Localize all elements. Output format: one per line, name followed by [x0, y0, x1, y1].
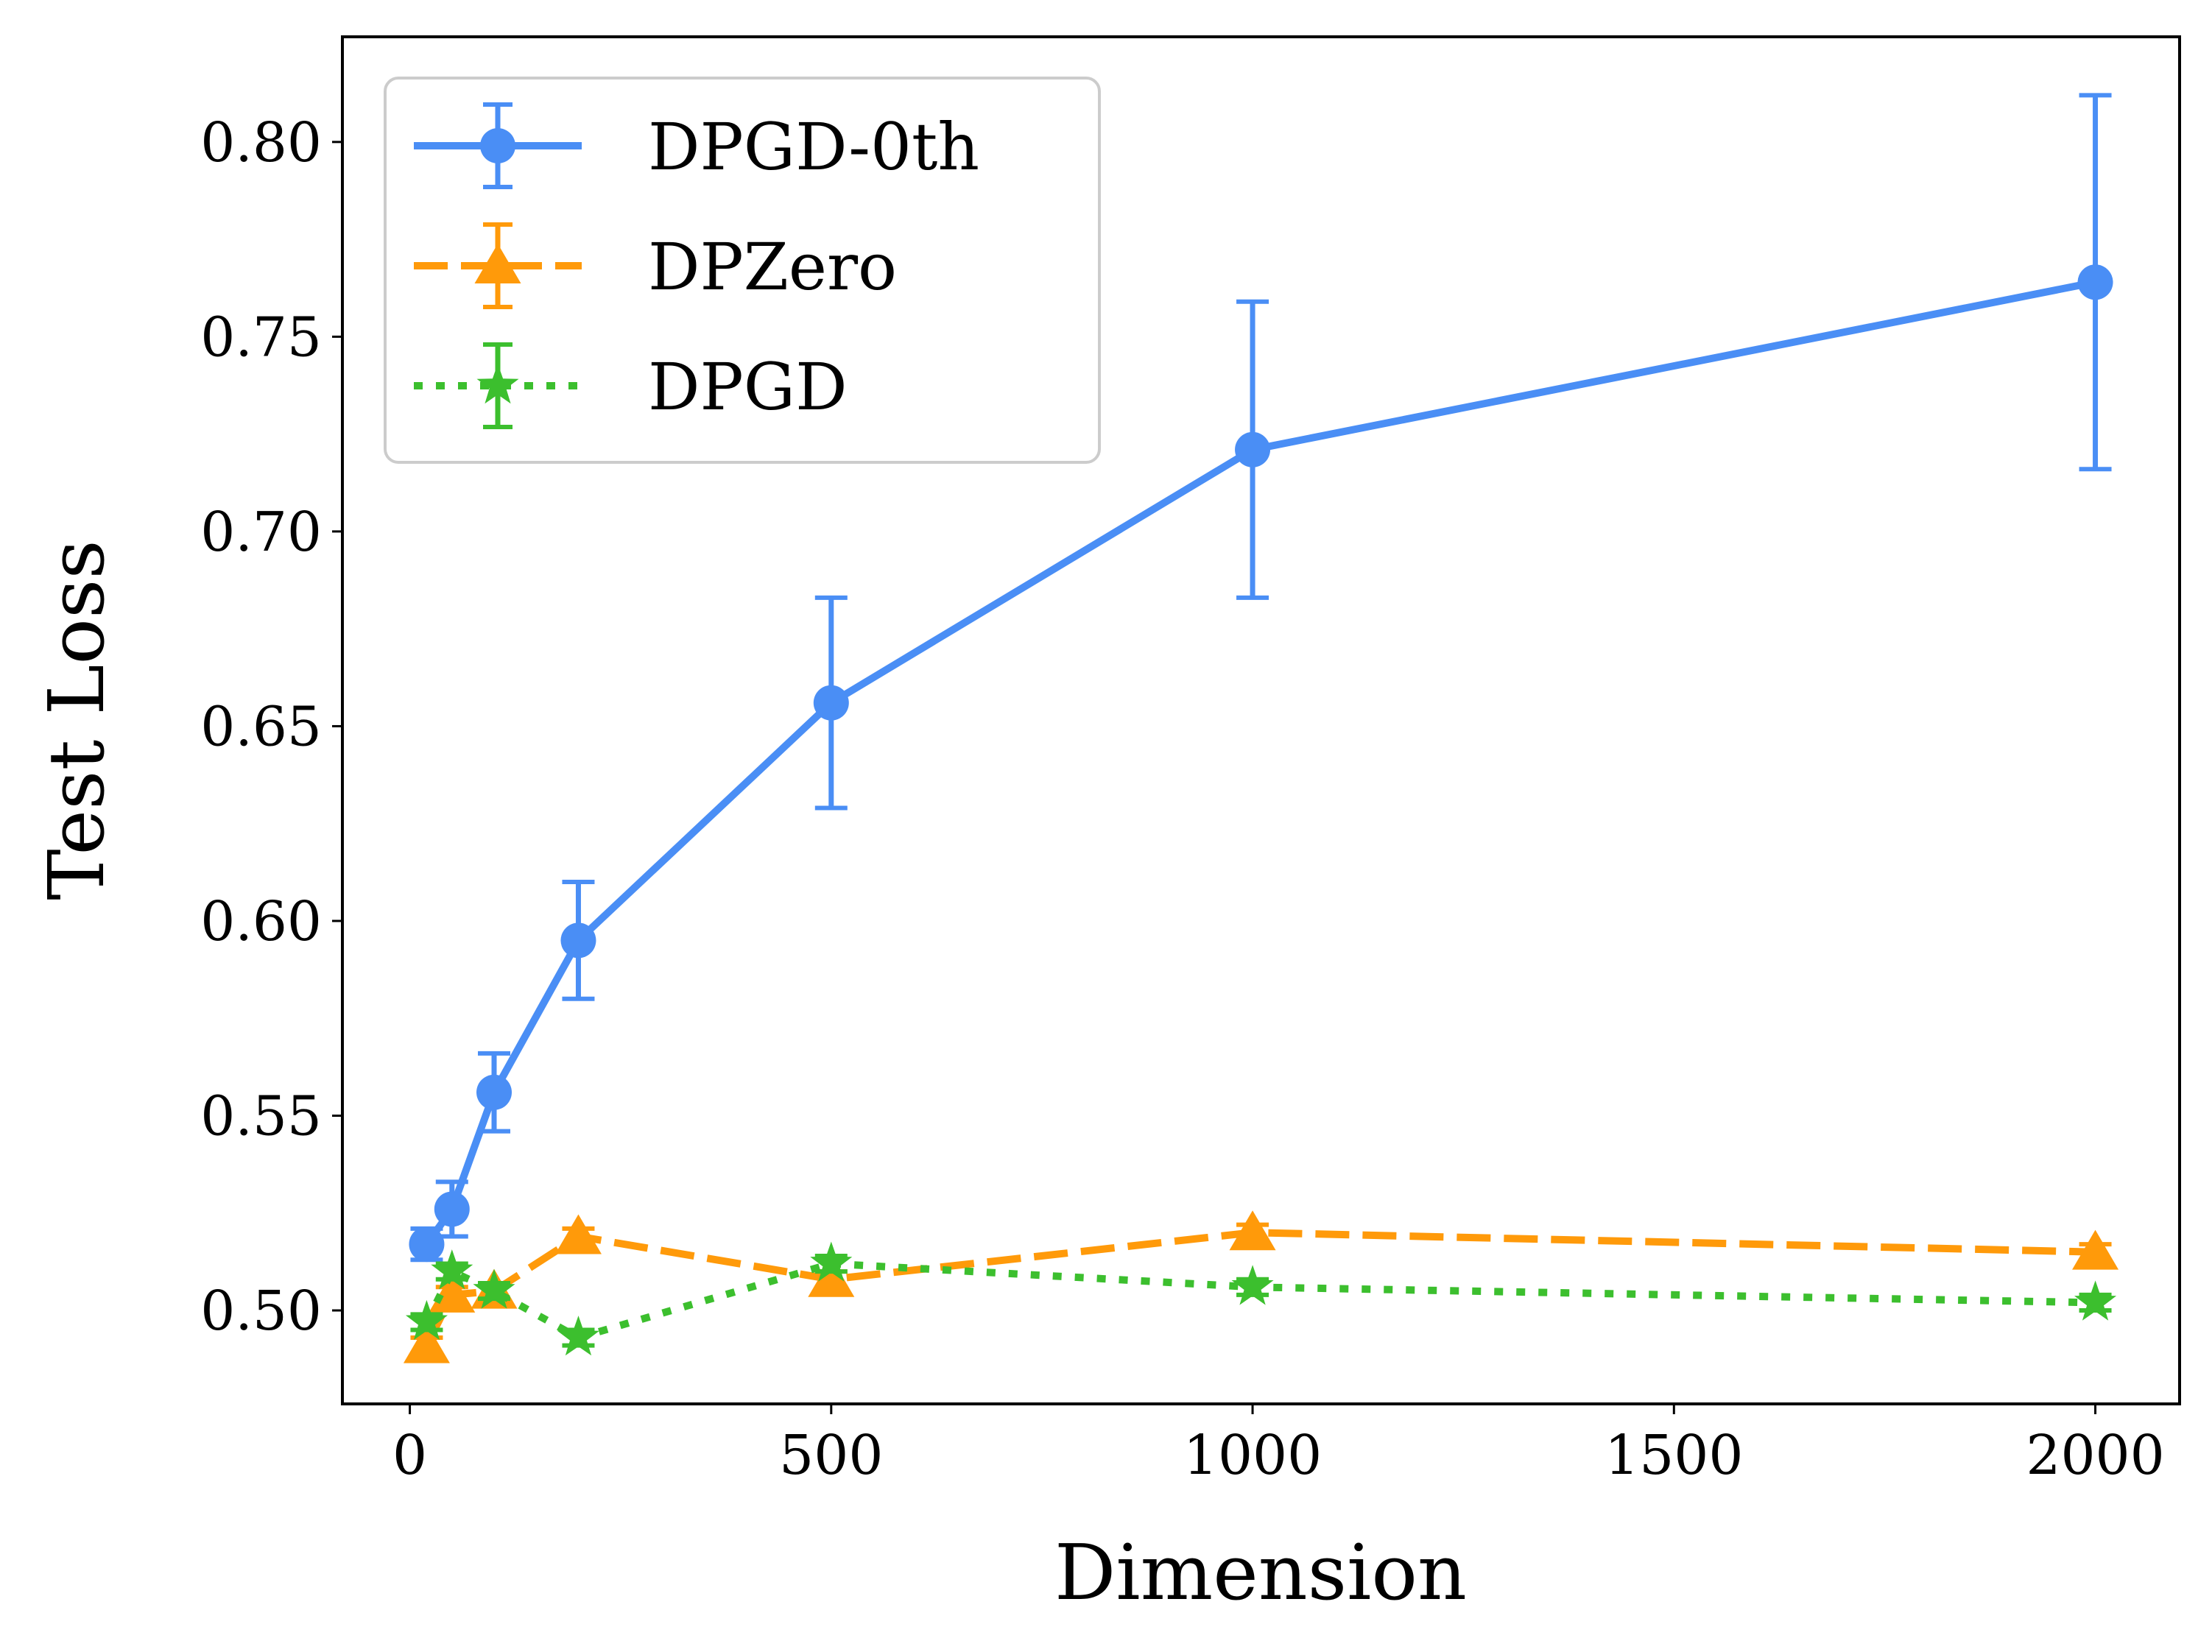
x-tick-label: 0: [392, 1424, 427, 1487]
legend-label: DPGD-0th: [648, 109, 979, 185]
plot-frame: [341, 35, 2181, 1405]
data-point: [813, 685, 849, 721]
y-tick-label: 0.50: [200, 1279, 322, 1343]
legend-marker: [476, 364, 519, 404]
axis-ticks: 0 500 1000 1500 2000 0.50 0.55 0.60 0.65 0.70 0.75…: [200, 111, 2164, 1487]
legend-marker: [480, 128, 515, 163]
x-tick-label: 1500: [1605, 1424, 1743, 1487]
data-point: [1231, 1265, 1274, 1305]
legend-frame: [384, 77, 1101, 464]
legend-entry: DPZero: [414, 222, 897, 309]
data-point: [405, 1299, 448, 1341]
x-tick-label: 500: [779, 1424, 883, 1487]
legend: DPGD-0th DPZero DPGD: [384, 77, 1101, 464]
legend-label: DPGD: [648, 349, 848, 425]
series-dpgd-0th: [409, 93, 2113, 1263]
data-point: [2077, 264, 2113, 300]
x-tick-label: 1000: [1183, 1424, 1322, 1487]
y-tick-label: 0.75: [200, 306, 322, 369]
data-point: [1235, 431, 1271, 467]
data-point: [554, 1214, 602, 1254]
series-layer: [403, 93, 2119, 1363]
legend-label: DPZero: [648, 229, 897, 305]
y-tick-label: 0.65: [200, 695, 322, 758]
data-point: [808, 1257, 855, 1297]
data-point: [473, 1268, 515, 1309]
y-tick-label: 0.60: [200, 890, 322, 953]
y-axis-title: Test Loss: [32, 540, 121, 900]
data-point: [810, 1241, 853, 1282]
data-point: [434, 1191, 470, 1227]
data-point: [476, 1074, 513, 1110]
data-point: [1229, 1210, 1276, 1251]
legend-entry: DPGD: [414, 342, 848, 429]
y-tick-label: 0.70: [200, 501, 322, 564]
series-dpzero: [403, 1210, 2119, 1363]
data-point: [2074, 1280, 2117, 1321]
y-tick-label: 0.55: [200, 1084, 322, 1148]
series-dpgd: [405, 1241, 2117, 1356]
data-point: [403, 1323, 450, 1363]
legend-marker: [474, 244, 521, 283]
data-point: [431, 1249, 473, 1290]
x-axis-title: Dimension: [1054, 1528, 1467, 1617]
data-point: [560, 922, 596, 959]
x-tick-label: 2000: [2026, 1424, 2164, 1487]
data-point: [2072, 1229, 2119, 1270]
data-point: [409, 1226, 445, 1263]
data-point: [557, 1316, 599, 1356]
y-tick-label: 0.80: [200, 111, 322, 174]
legend-entry: DPGD-0th: [414, 102, 979, 189]
